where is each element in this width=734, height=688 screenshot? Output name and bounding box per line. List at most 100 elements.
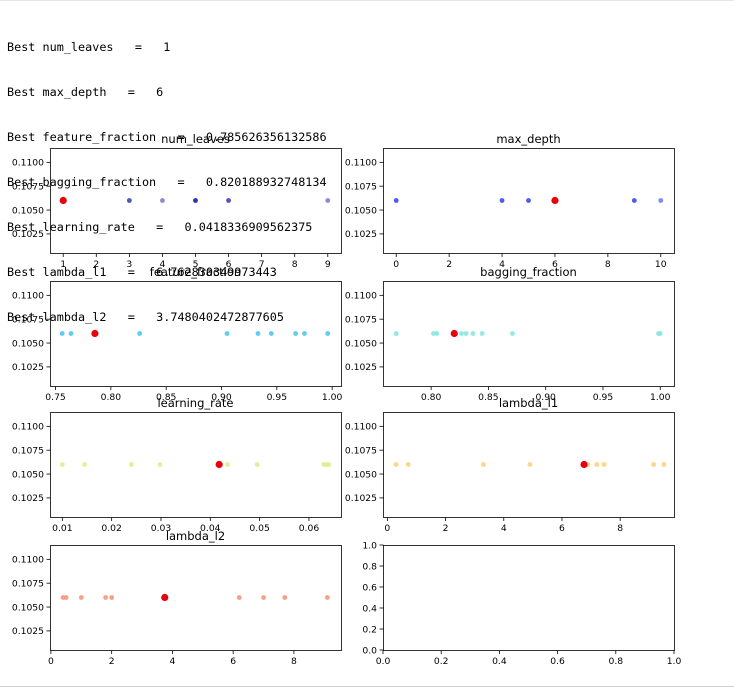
subplot-bagging-fraction: bagging_fraction 0.80 0.85 0.90 0.95 1.00 0.10… (345, 265, 675, 403)
y-tick-label: 0.1100 (345, 291, 377, 302)
subplot-title: lambda_l2 (166, 529, 225, 543)
subplot-title: num_leaves (161, 132, 230, 146)
x-tick-label: 6 (230, 656, 236, 667)
subplot-title: bagging_fraction (480, 265, 577, 279)
subplot-feature-fraction: feature_fraction 0.75 0.80 0.85 0.90 0.95 1.00… (12, 265, 343, 403)
data-point (499, 198, 505, 203)
x-tick-label: 0.6 (550, 656, 565, 667)
y-tick-label: 0.0 (362, 645, 377, 656)
data-point (594, 462, 600, 467)
best-point (161, 593, 169, 602)
x-tick-label: 0.06 (299, 523, 320, 534)
data-point (393, 331, 399, 336)
x-tick-label: 2 (443, 523, 449, 534)
x-tick-label: 0.05 (249, 523, 270, 534)
x-tick-label: 5 (193, 259, 199, 270)
y-tick-label: 0.1025 (345, 493, 377, 504)
x-tick-label: 4 (169, 656, 175, 667)
y-tick-label: 0.1100 (345, 422, 377, 433)
y-tick-label: 0.1050 (12, 602, 44, 613)
output-line-feature-fraction: Best feature_fraction = 0.78562635613258… (7, 130, 327, 144)
y-tick-label: 0.1050 (12, 338, 44, 349)
x-tick-label: 0.75 (45, 392, 66, 403)
x-tick-label: 0.01 (52, 523, 72, 534)
x-tick-label: 8 (292, 259, 298, 270)
x-tick-label: 0.8 (608, 656, 623, 667)
data-point (393, 462, 399, 467)
x-tick-label: 6 (226, 259, 232, 270)
data-point (657, 331, 663, 336)
x-tick-label: 0 (48, 656, 54, 667)
y-tick-label: 0.1100 (12, 555, 44, 566)
y-tick-label: 0.1075 (345, 314, 377, 325)
x-tick-label: 0.03 (151, 523, 172, 534)
y-tick-label: 0.1100 (12, 158, 44, 169)
data-point (63, 595, 69, 600)
x-tick-label: 6 (559, 523, 565, 534)
y-tick-label: 0.1025 (12, 493, 44, 504)
data-point (601, 462, 607, 467)
x-tick-label: 0.95 (267, 392, 288, 403)
x-tick-label: 0.04 (200, 523, 221, 534)
x-tick-label: 1.00 (650, 392, 671, 403)
y-tick-label: 0.1050 (12, 205, 44, 216)
y-tick-label: 0.6 (362, 582, 377, 593)
y-tick-label: 0.2 (362, 624, 377, 635)
y-tick-label: 0.1025 (12, 626, 44, 637)
data-point (225, 462, 230, 467)
x-tick-label: 8 (291, 656, 297, 667)
y-tick-label: 0.4 (362, 603, 377, 614)
data-point (459, 331, 464, 336)
data-point (82, 462, 87, 467)
data-point (463, 331, 469, 336)
data-point (302, 331, 307, 336)
x-tick-label: 4 (160, 259, 166, 270)
subplot-num-leaves: num_leaves 1 2 3 4 5 6 7 8 9 0.1025 0.1050 0.1075 0.1… (12, 132, 342, 270)
axes-frame (50, 281, 342, 387)
axes-frame (383, 281, 675, 387)
data-point (661, 462, 667, 467)
y-tick-label: 0.8 (362, 561, 377, 572)
subplot-title: learning_rate (157, 396, 233, 410)
x-tick-label: 1.0 (667, 656, 682, 667)
axes-frame (383, 148, 675, 254)
data-point (103, 595, 108, 600)
x-tick-label: 8 (617, 523, 623, 534)
data-point (137, 331, 143, 336)
best-point (580, 460, 588, 469)
data-point (268, 331, 274, 336)
data-point (405, 462, 411, 467)
data-point (431, 331, 436, 336)
data-point (326, 462, 332, 467)
best-point (215, 460, 223, 469)
y-tick-label: 0.1025 (12, 362, 44, 373)
y-tick-label: 0.1075 (12, 314, 44, 325)
data-point (236, 595, 242, 600)
subplot-title: feature_fraction (150, 265, 241, 279)
x-tick-label: 4 (501, 523, 507, 534)
data-point (325, 331, 331, 336)
data-point (59, 462, 65, 467)
output-line-lambda-l1: Best lambda_l1 = 6.762830349973443 (7, 265, 277, 279)
x-tick-label: 0.90 (211, 392, 232, 403)
data-point (480, 462, 486, 467)
axes-frame (383, 412, 675, 518)
subplot-max-depth: max_depth 0 2 4 6 8 10 0.1025 0.1050 0.1075 0.1100 (345, 132, 675, 270)
data-point (78, 595, 84, 600)
data-point (255, 331, 261, 336)
data-point (224, 331, 230, 336)
output-line-max-depth: Best max_depth = 6 (7, 85, 164, 99)
output-line-lambda-l2: Best lambda_l2 = 3.7480402472877605 (7, 310, 284, 324)
x-tick-label: 0.02 (101, 523, 121, 534)
subplot-title: max_depth (496, 132, 560, 146)
axes-frame (50, 412, 342, 518)
x-tick-label: 2 (109, 656, 115, 667)
y-tick-label: 0.1050 (345, 469, 377, 480)
y-tick-label: 0.1100 (12, 422, 44, 433)
x-tick-label: 6 (552, 259, 558, 270)
data-point (434, 331, 440, 336)
y-tick-label: 0.1025 (12, 229, 44, 240)
data-point (510, 331, 515, 336)
y-tick-label: 0.1075 (12, 181, 44, 192)
